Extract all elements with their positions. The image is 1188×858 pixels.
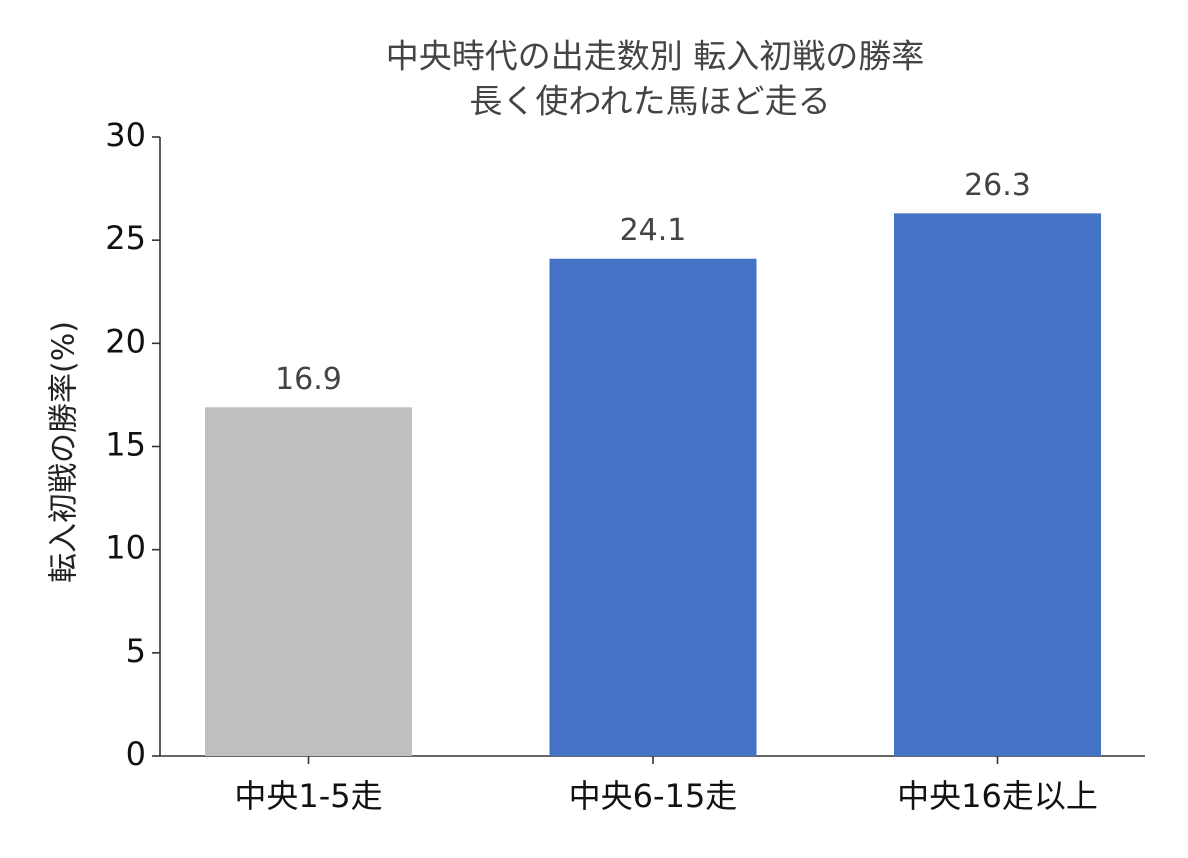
y-tick-label: 30 — [105, 116, 146, 154]
y-axis-label: 転入初戦の勝率(%) — [47, 321, 82, 583]
bar — [205, 407, 412, 756]
y-tick-label: 0 — [126, 735, 146, 773]
chart-subtitle: 長く使われた馬ほど走る — [469, 82, 830, 121]
y-tick-label: 10 — [105, 529, 146, 567]
value-label: 16.9 — [275, 362, 342, 397]
y-tick-label: 15 — [105, 426, 146, 464]
x-tick-label: 中央1-5走 — [234, 777, 382, 815]
y-tick-label: 25 — [105, 219, 146, 257]
value-label: 26.3 — [964, 168, 1031, 203]
x-tick-label: 中央6-15走 — [569, 777, 738, 815]
chart-title: 中央時代の出走数別 転入初戦の勝率 — [386, 37, 925, 76]
bar — [894, 213, 1101, 757]
value-label: 24.1 — [620, 213, 687, 248]
x-tick-label: 中央16走以上 — [897, 777, 1098, 815]
y-tick-label: 5 — [126, 632, 146, 670]
bar — [549, 258, 757, 756]
y-tick-label: 20 — [105, 322, 146, 360]
